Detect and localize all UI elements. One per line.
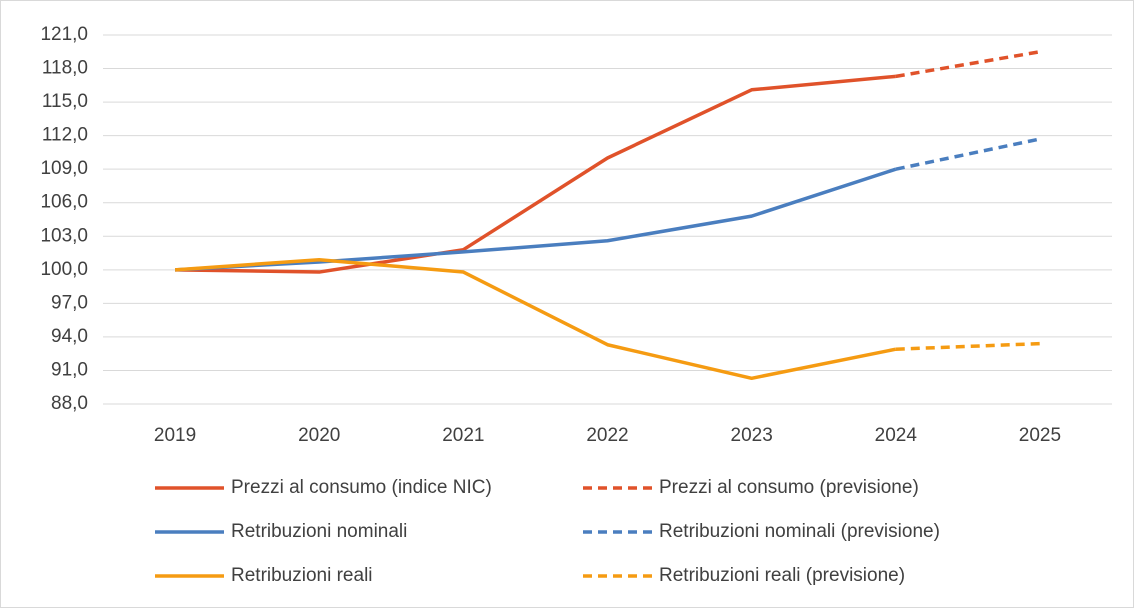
y-tick-label: 115,0 (42, 91, 88, 112)
legend-label: Prezzi al consumo (indice NIC) (231, 477, 492, 498)
legend-label: Prezzi al consumo (previsione) (659, 477, 919, 498)
y-tick-label: 91,0 (51, 359, 88, 380)
y-tick-label: 112,0 (42, 125, 88, 146)
line-series (174, 167, 897, 272)
legend-label: Retribuzioni nominali (231, 521, 407, 542)
y-tick-label: 94,0 (51, 326, 88, 347)
y-tick-label: 121,0 (40, 24, 88, 45)
y-tick-label: 109,0 (40, 158, 88, 179)
y-tick-label: 118,0 (42, 58, 88, 79)
x-tick-label: 2021 (442, 425, 484, 446)
x-tick-label: 2024 (875, 425, 918, 446)
x-tick-label: 2019 (154, 425, 196, 446)
line-series (174, 258, 897, 381)
line-series (895, 137, 1041, 171)
y-tick-label: 97,0 (51, 292, 88, 313)
x-tick-label: 2022 (586, 425, 628, 446)
legend-label: Retribuzioni reali (previsione) (659, 565, 905, 586)
y-tick-label: 103,0 (40, 225, 88, 246)
y-tick-label: 88,0 (51, 393, 88, 414)
y-tick-label: 100,0 (40, 259, 88, 280)
x-tick-label: 2025 (1019, 425, 1061, 446)
line-series (175, 74, 896, 274)
x-tick-label: 2023 (731, 425, 773, 446)
line-series (895, 341, 1040, 351)
legend-label: Retribuzioni reali (231, 565, 373, 586)
x-tick-label: 2020 (298, 425, 340, 446)
y-tick-label: 106,0 (40, 192, 88, 213)
line-series (895, 50, 1041, 79)
legend-label: Retribuzioni nominali (previsione) (659, 521, 940, 542)
